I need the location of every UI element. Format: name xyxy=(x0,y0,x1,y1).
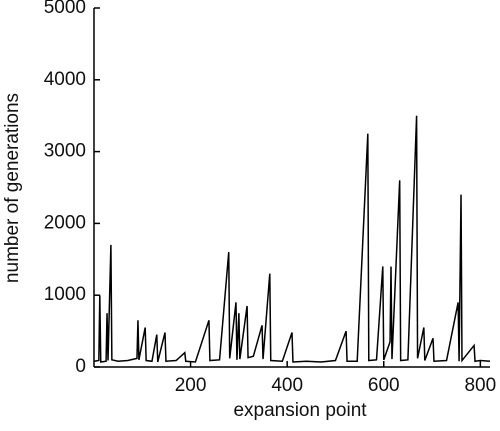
x-axis-label: expansion point xyxy=(233,400,367,421)
x-tick-label: 400 xyxy=(271,375,303,396)
y-tick-label: 0 xyxy=(75,356,86,377)
y-tick-label: 5000 xyxy=(44,0,86,18)
x-tick-label: 200 xyxy=(175,375,207,396)
data-line xyxy=(93,115,491,363)
y-tick-label: 4000 xyxy=(44,69,86,90)
y-tick-label: 1000 xyxy=(44,284,86,305)
y-tick-label: 2000 xyxy=(44,212,86,233)
x-tick-label: 800 xyxy=(464,375,496,396)
y-tick-label: 3000 xyxy=(44,141,86,162)
x-tick-label: 600 xyxy=(368,375,400,396)
y-axis-label: number of generations xyxy=(2,93,23,283)
